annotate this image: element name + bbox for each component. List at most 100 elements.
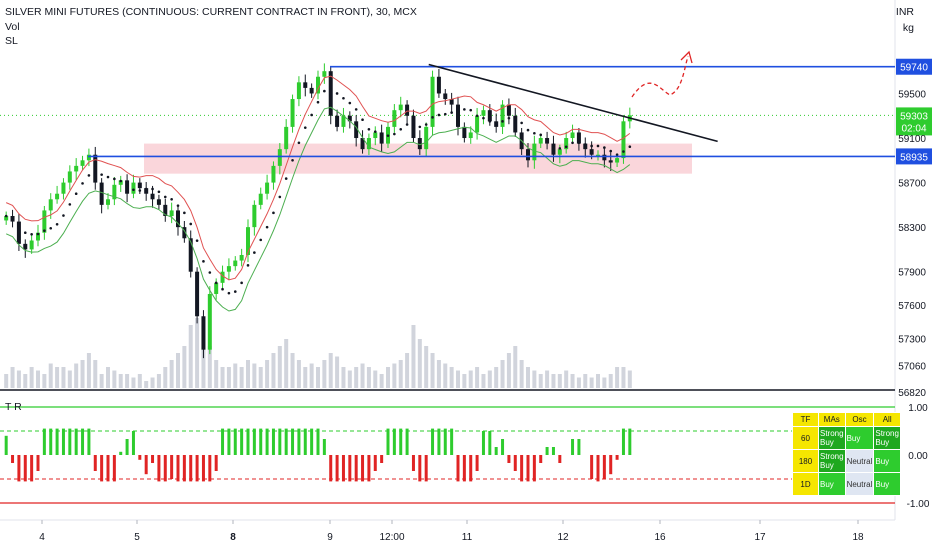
ma-dot [482,116,485,120]
candle [513,115,518,133]
candle [112,184,117,200]
volume-bar [335,356,340,388]
ma-dot [380,132,383,136]
volume-bar [615,367,620,388]
sl-upper-line [5,75,631,281]
volume-bar [112,370,117,388]
candle [74,165,79,172]
osc-bar [106,455,110,482]
osc-bar [621,428,625,455]
volume-bar [417,339,422,388]
time-tick: 5 [134,532,140,543]
volume-bar [118,374,123,388]
osc-bar [214,455,218,471]
osc-bar [157,455,161,482]
ma-dot [520,121,523,125]
volume-bar [144,381,149,388]
candle [487,110,492,122]
candle [67,171,72,183]
ma-dot [609,149,613,153]
ma-dot [221,287,224,291]
volume-bar [23,374,28,388]
volume-bar [169,360,174,388]
candle [373,132,378,139]
osc-bar [201,455,205,482]
level-label: 58935 [900,152,928,163]
volume-bar [462,374,467,388]
candle [188,238,193,272]
volume-bar [506,353,511,388]
osc-bar [367,455,371,482]
osc-bar [195,455,199,482]
candle [405,104,410,116]
ma-dot [100,173,103,176]
ma-dot [132,188,135,192]
candle [23,243,28,250]
osc-bar [596,455,600,482]
osc-bar [119,451,123,455]
price-tick: 57060 [898,361,926,372]
osc-bar [392,428,396,455]
candle [392,110,397,127]
ma-dot [62,214,65,217]
osc-bar [545,447,549,455]
volume-bar [137,374,142,388]
ma-dot [583,143,587,146]
time-tick: 16 [654,532,666,543]
candle [99,182,104,205]
price-tick: 59100 [898,134,926,145]
volume-bar [398,360,403,388]
volume-bar [99,374,104,388]
ma-dot [393,132,396,136]
table-cell-mas: Strong Buy [818,426,846,450]
volume-bar [583,374,588,388]
candle [354,121,359,139]
volume-bar [430,353,435,388]
ma-dot [558,147,562,150]
osc-bar [577,439,581,455]
table-cell-all: Strong Buy [873,426,901,450]
volume-bar [176,353,180,388]
volume-bar [246,360,250,388]
candle [290,99,295,127]
ma-dot [437,113,441,117]
ma-dot [373,130,377,133]
candle [42,210,47,233]
volume-bar [86,353,91,388]
level-label-bg [896,148,932,165]
ma-dot [291,159,294,162]
candle [596,154,600,157]
volume-bar [392,363,397,388]
osc-bar [291,428,295,455]
candle [284,126,289,150]
osc-bar [348,455,352,482]
osc-bar [609,455,613,475]
candle [93,154,98,183]
osc-bar [602,455,606,479]
candle [481,110,486,116]
osc-bar [68,428,72,455]
volume-legend: Vol [5,21,20,33]
volume-bar [284,339,289,388]
osc-bar [399,428,403,455]
ma-dot [30,232,33,236]
time-tick: 8 [230,532,236,543]
volume-bar [494,367,499,388]
candle [48,199,53,211]
volume-bar [74,363,79,388]
ma-dot [475,114,479,118]
volume-bars [4,318,632,388]
countdown-label: 02:04 [901,123,926,134]
ma-dot [628,145,632,149]
ma-dot [329,88,333,91]
volume-bar [411,325,416,388]
volume-bar [4,374,9,388]
osc-bar [252,428,256,455]
trendline [428,63,718,143]
ma-dot [259,238,263,242]
signal-table: TF MAs Osc All 60 Strong Buy Buy Strong … [792,412,901,496]
volume-bar [106,367,110,388]
projection-arrowhead [680,50,693,64]
osc-bar [221,428,225,455]
